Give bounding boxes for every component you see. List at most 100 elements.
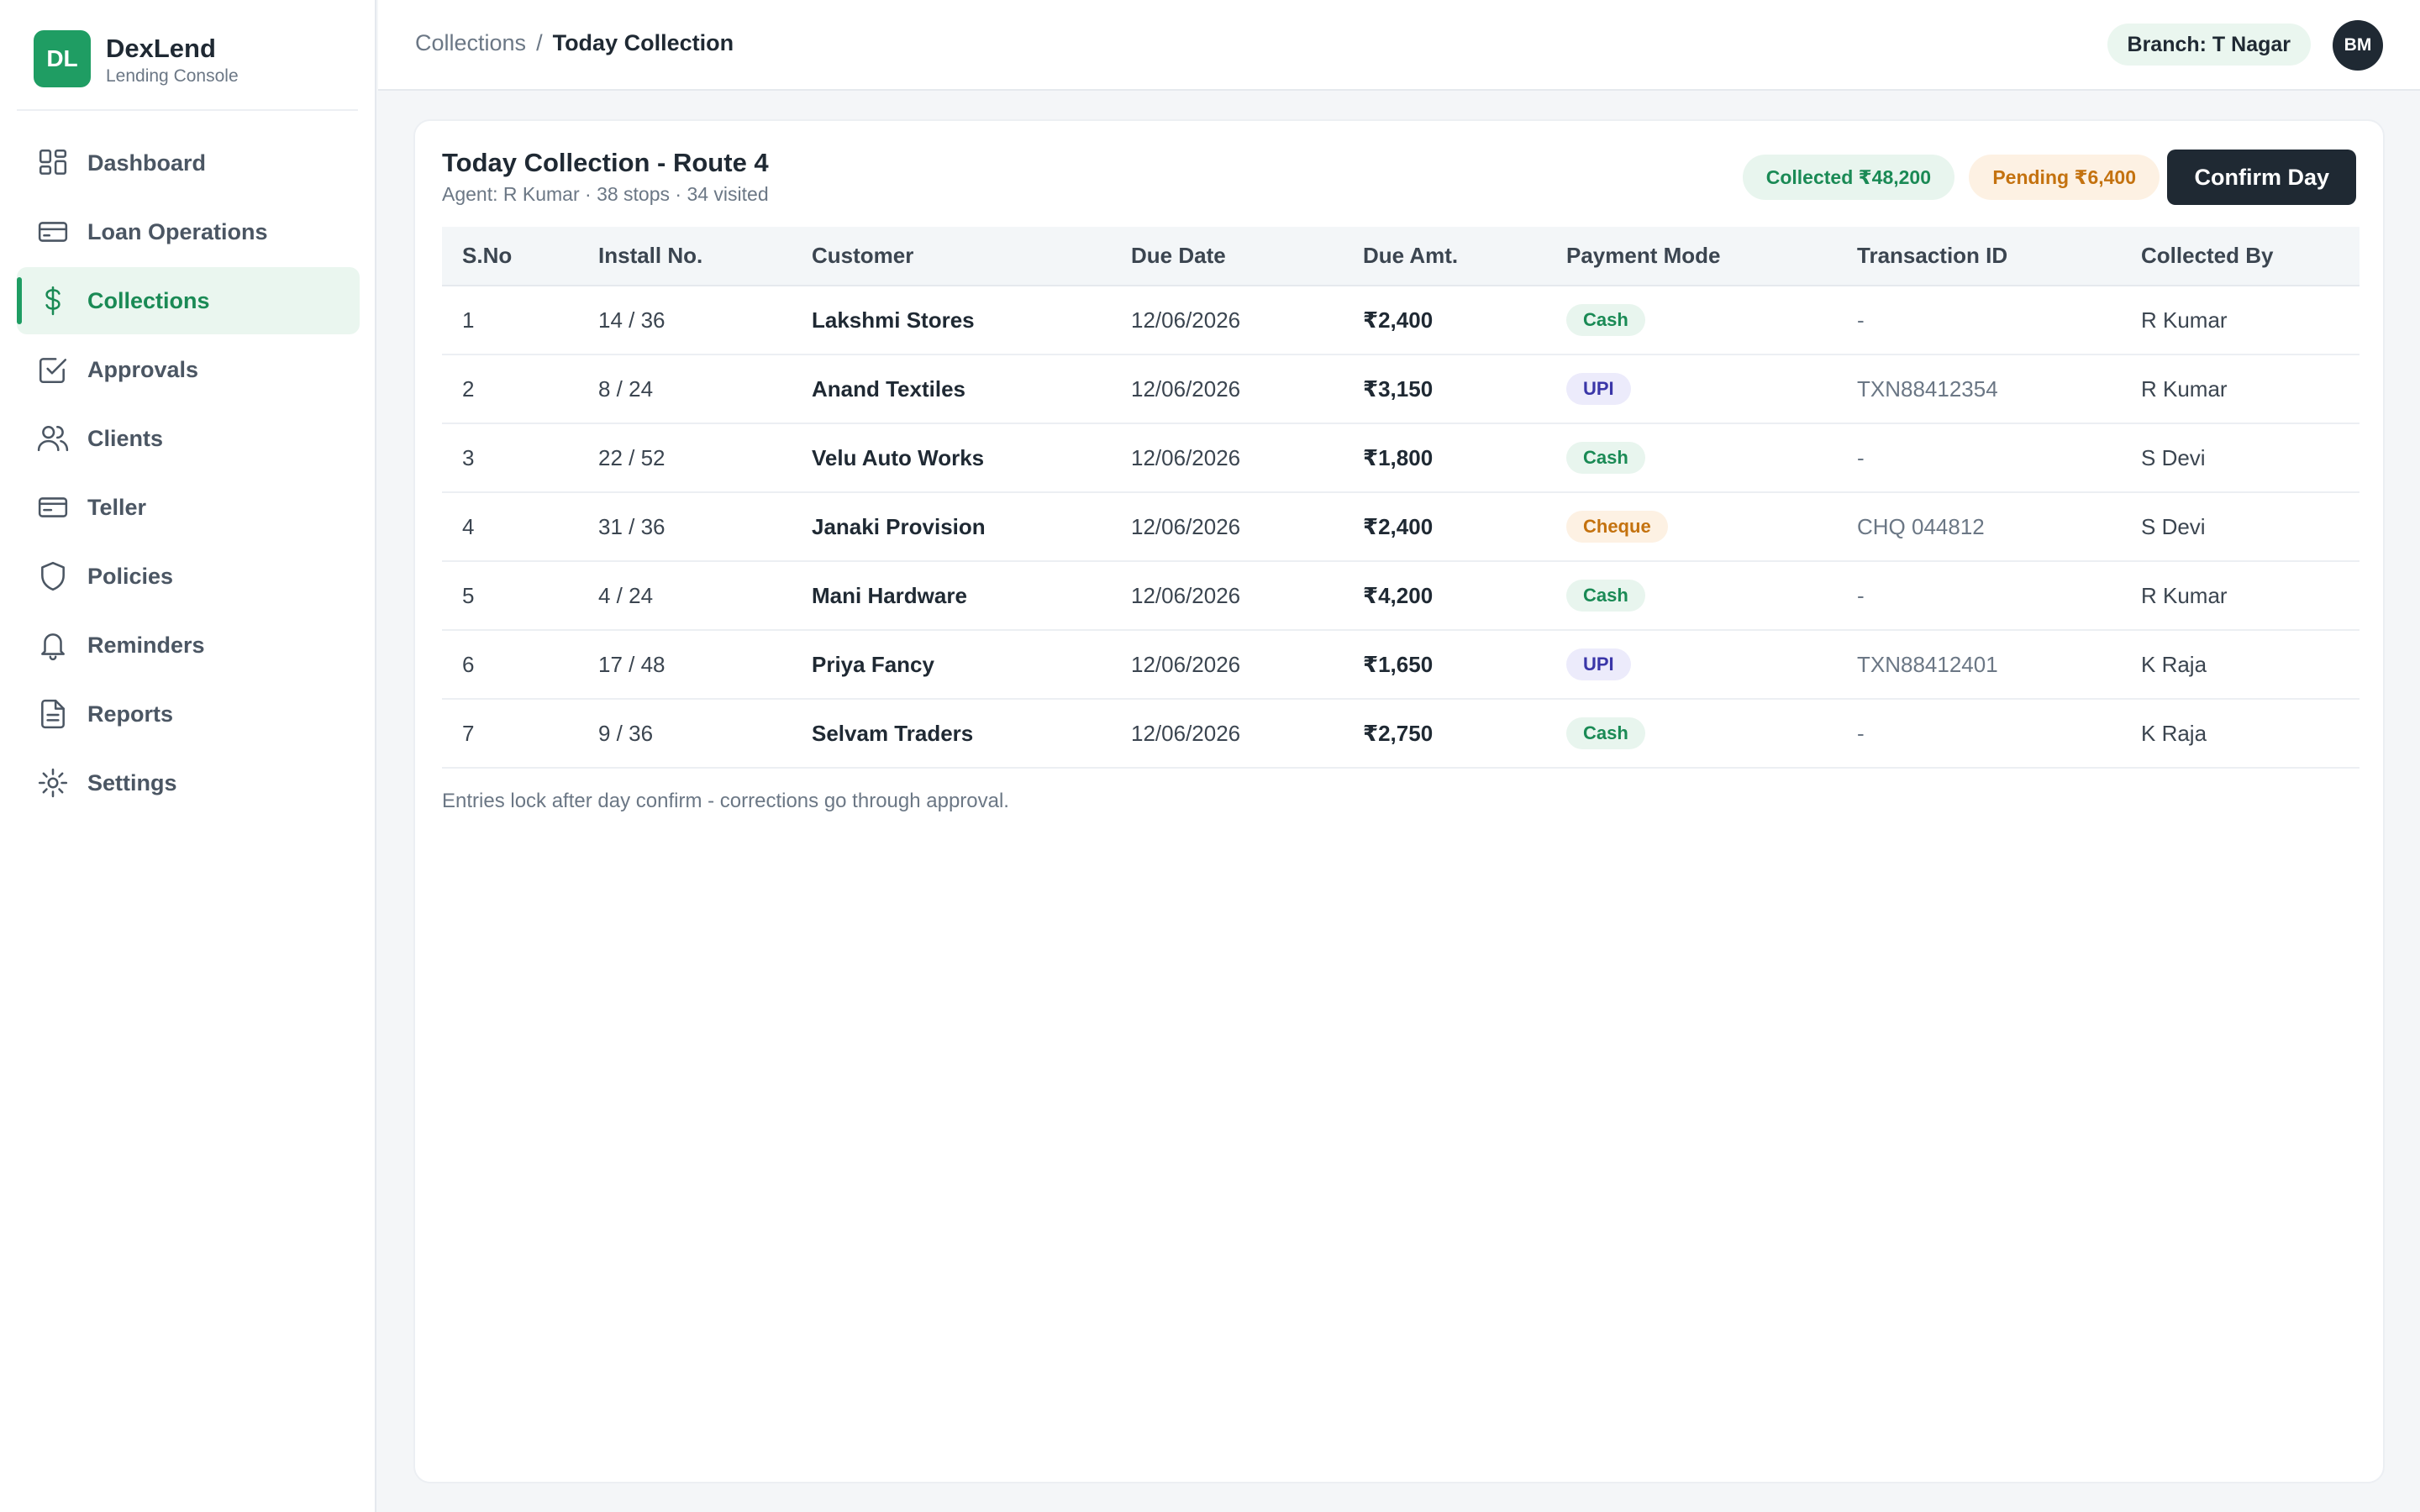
row-due-date: 12/06/2026: [1131, 651, 1241, 677]
sidebar-item-label: Settings: [87, 769, 177, 795]
sidebar-item-settings[interactable]: Settings: [17, 749, 360, 816]
row-sno: 1: [462, 307, 475, 333]
row-collected-by: R Kumar: [2141, 582, 2228, 608]
row-due-date: 12/06/2026: [1131, 307, 1241, 333]
row-due-date: 12/06/2026: [1131, 444, 1241, 470]
brand-name: DexLend: [106, 34, 216, 63]
page-title: Today Collection - Route 4: [442, 148, 769, 177]
users-icon: [37, 423, 69, 454]
breadcrumb-current: Today Collection: [552, 30, 734, 55]
table-row[interactable]: 4 31 / 36 Janaki Provision 12/06/2026 ₹2,400…: [442, 492, 2360, 561]
dollar-icon: [37, 285, 69, 317]
sidebar-item-label: Policies: [87, 563, 174, 589]
table-row[interactable]: 5 4 / 24 Mani Hardware 12/06/2026 ₹4,200 Cash…: [442, 561, 2360, 630]
table-row[interactable]: 7 9 / 36 Selvam Traders 12/06/2026 ₹2,750 Cas…: [442, 699, 2360, 768]
sidebar-item-collections[interactable]: Collections: [17, 267, 360, 334]
confirm-day-button[interactable]: Confirm Day: [2167, 150, 2356, 205]
sidebar-item-teller[interactable]: Teller: [17, 474, 360, 541]
table-row[interactable]: 1 14 / 36 Lakshmi Stores 12/06/2026 ₹2,400 Ca…: [442, 286, 2360, 354]
shield-icon: [37, 560, 69, 592]
row-payment-mode: Cash: [1546, 561, 1837, 630]
sidebar-item-label: Dashboard: [87, 150, 207, 176]
row-due-date: 12/06/2026: [1131, 582, 1241, 608]
row-install-no: 22 / 52: [598, 444, 666, 470]
collected-badge: Collected ₹48,200: [1742, 155, 1954, 200]
table-row[interactable]: 2 8 / 24 Anand Textiles 12/06/2026 ₹3,150 UPI…: [442, 354, 2360, 423]
sidebar-item-label: Teller: [87, 494, 147, 520]
payment-mode-badge: UPI: [1566, 373, 1631, 405]
card-icon: [37, 216, 69, 248]
sidebar-item-label: Approvals: [87, 356, 199, 382]
row-payment-mode: Cash: [1546, 286, 1837, 354]
row-payment-mode: Cheque: [1546, 492, 1837, 561]
sidebar-item-approvals[interactable]: Approvals: [17, 336, 360, 403]
row-due-amount: ₹1,800: [1363, 444, 1434, 470]
payment-mode-badge: Cheque: [1566, 511, 1668, 543]
row-transaction-id: -: [1857, 582, 1865, 608]
row-customer: Selvam Traders: [812, 720, 974, 746]
payment-mode-badge: Cash: [1566, 580, 1645, 612]
row-collected-by: K Raja: [2141, 720, 2207, 746]
row-payment-mode: Cash: [1546, 699, 1837, 768]
topbar: Collections / Today Collection Branch: T…: [378, 0, 2420, 91]
sidebar-item-policies[interactable]: Policies: [17, 543, 360, 610]
lock-footnote: Entries lock after day confirm - correct…: [442, 790, 1009, 812]
table-header-row: S.No Install No. Customer Due Date Due Amt. P…: [442, 227, 2360, 286]
breadcrumb-separator: /: [536, 30, 543, 55]
row-sno: 3: [462, 444, 475, 470]
collection-table-wrap: S.No Install No. Customer Due Date Due Amt. P…: [442, 227, 2360, 769]
dashboard-grid-icon: [37, 147, 69, 179]
row-install-no: 17 / 48: [598, 651, 666, 677]
gear-icon: [37, 767, 69, 799]
row-transaction-id: TXN88412401: [1857, 651, 1998, 677]
row-sno: 6: [462, 651, 475, 677]
row-due-amount: ₹4,200: [1363, 582, 1434, 608]
table-row[interactable]: 6 17 / 48 Priya Fancy 12/06/2026 ₹1,650 UPI TX…: [442, 630, 2360, 699]
row-install-no: 31 / 36: [598, 513, 666, 539]
col-transaction-id-header: Transaction ID: [1837, 227, 2121, 286]
sidebar-item-reports[interactable]: Reports: [17, 680, 360, 748]
col-due-date-header: Due Date: [1111, 227, 1343, 286]
col-due-amount-header: Due Amt.: [1343, 227, 1546, 286]
col-sno-header: S.No: [442, 227, 578, 286]
row-install-no: 14 / 36: [598, 307, 666, 333]
row-due-date: 12/06/2026: [1131, 375, 1241, 402]
brand-subtitle: Lending Console: [106, 66, 239, 86]
row-customer: Mani Hardware: [812, 582, 967, 608]
col-customer-header: Customer: [792, 227, 1111, 286]
row-sno: 7: [462, 720, 475, 746]
row-sno: 5: [462, 582, 475, 608]
sidebar-item-loan-operations[interactable]: Loan Operations: [17, 198, 360, 265]
payment-mode-badge: UPI: [1566, 648, 1631, 680]
sidebar-item-reminders[interactable]: Reminders: [17, 612, 360, 679]
row-collected-by: S Devi: [2141, 444, 2206, 470]
row-payment-mode: UPI: [1546, 630, 1837, 699]
sidebar-item-dashboard[interactable]: Dashboard: [17, 129, 360, 197]
agent-summary: Agent: R Kumar · 38 stops · 34 visited: [442, 183, 769, 205]
sidebar-item-label: Reminders: [87, 632, 205, 658]
sidebar-item-label: Reports: [87, 701, 174, 727]
row-due-amount: ₹3,150: [1363, 375, 1434, 402]
user-avatar[interactable]: BM: [2333, 20, 2383, 71]
row-due-amount: ₹2,750: [1363, 720, 1434, 746]
table-header: S.No Install No. Customer Due Date Due Amt. P…: [442, 227, 2360, 286]
sidebar-nav: Dashboard Loan Operations Collections Appro…: [17, 129, 360, 818]
document-icon: [37, 698, 69, 730]
branch-selector[interactable]: Branch: T Nagar: [2107, 24, 2311, 66]
row-sno: 4: [462, 513, 475, 539]
pending-badge: Pending ₹6,400: [1969, 155, 2160, 200]
row-due-date: 12/06/2026: [1131, 720, 1241, 746]
breadcrumb-parent-link[interactable]: Collections: [415, 30, 527, 55]
sidebar-item-clients[interactable]: Clients: [17, 405, 360, 472]
row-transaction-id: TXN88412354: [1857, 375, 1998, 402]
breadcrumb: Collections / Today Collection: [415, 30, 734, 56]
brand-logo: DL: [34, 30, 91, 87]
payment-mode-badge: Cash: [1566, 304, 1645, 336]
row-install-no: 8 / 24: [598, 375, 654, 402]
row-transaction-id: -: [1857, 307, 1865, 333]
table-row[interactable]: 3 22 / 52 Velu Auto Works 12/06/2026 ₹1,800 C…: [442, 423, 2360, 492]
row-collected-by: K Raja: [2141, 651, 2207, 677]
row-collected-by: R Kumar: [2141, 307, 2228, 333]
row-install-no: 4 / 24: [598, 582, 654, 608]
row-collected-by: S Devi: [2141, 513, 2206, 539]
